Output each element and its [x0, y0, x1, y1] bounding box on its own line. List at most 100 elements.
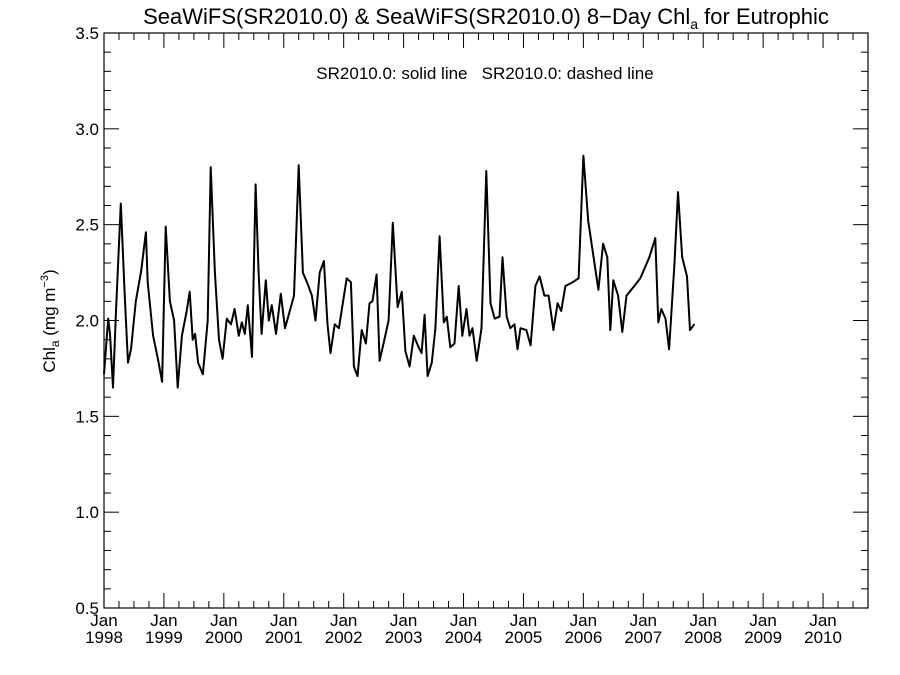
data-point — [509, 327, 511, 329]
data-point — [513, 323, 516, 325]
x-tick-month: Jan — [450, 611, 477, 630]
data-point — [238, 335, 240, 337]
data-point — [602, 243, 604, 245]
data-point — [326, 323, 329, 325]
data-point — [130, 348, 132, 350]
x-tick-month: Jan — [630, 611, 657, 630]
x-tick-year: 2007 — [624, 628, 662, 647]
data-point — [247, 304, 249, 306]
data-point — [261, 333, 263, 335]
data-point — [439, 235, 441, 237]
data-point — [234, 308, 236, 310]
data-point — [365, 342, 367, 345]
data-point — [115, 310, 117, 312]
data-point — [371, 300, 373, 302]
data-point — [413, 335, 415, 337]
data-point — [147, 281, 149, 283]
y-axis: 0.5 1.0 1.5 2.0 2.5 3.0 3.5 — [75, 24, 868, 618]
data-point — [471, 327, 474, 329]
data-point — [689, 329, 691, 331]
data-point — [453, 342, 456, 345]
data-point — [409, 365, 411, 368]
data-point — [353, 365, 355, 368]
data-point — [431, 362, 433, 364]
data-point — [534, 285, 537, 287]
data-point — [298, 164, 300, 166]
y-tick-label: 0.5 — [75, 599, 99, 618]
data-point — [341, 304, 344, 306]
chart-title-suffix: for Eutrophic — [698, 4, 829, 29]
data-point — [293, 295, 295, 297]
data-point — [639, 277, 641, 279]
data-point — [543, 295, 546, 297]
data-point — [657, 321, 659, 323]
data-point — [392, 222, 394, 224]
data-point — [525, 329, 528, 331]
data-point — [660, 308, 662, 310]
data-point — [271, 304, 273, 306]
data-point — [338, 327, 340, 329]
data-point — [275, 333, 277, 335]
data-point — [177, 387, 179, 389]
data-point — [152, 335, 154, 337]
data-point — [302, 272, 304, 274]
data-point — [501, 256, 504, 258]
data-point — [564, 285, 567, 287]
data-point — [681, 256, 683, 258]
data-point — [222, 358, 224, 360]
data-point — [587, 220, 589, 222]
x-tick-month: Jan — [150, 611, 177, 630]
data-point — [268, 319, 270, 322]
data-point — [241, 321, 243, 323]
data-point — [612, 279, 614, 281]
data-point — [112, 387, 114, 389]
data-point — [625, 295, 628, 297]
x-tick-month: Jan — [570, 611, 597, 630]
x-tick-month: Jan — [270, 611, 297, 630]
data-point — [251, 356, 253, 358]
y-tick-label: 1.5 — [75, 407, 99, 426]
data-point — [458, 285, 460, 287]
x-axis: Jan1998Jan1999Jan2000Jan2001Jan2002Jan20… — [85, 33, 869, 647]
x-tick-year: 2009 — [744, 628, 782, 647]
data-point — [476, 360, 478, 362]
data-point — [648, 256, 650, 258]
data-point — [311, 295, 313, 297]
data-point — [356, 375, 359, 377]
data-point — [633, 285, 635, 287]
data-point — [461, 335, 463, 337]
y-axis-label-suffix: ) — [40, 269, 59, 275]
data-point — [165, 226, 167, 228]
data-point — [494, 318, 496, 320]
data-point — [107, 318, 109, 320]
y-axis-label-subscript: a — [48, 340, 62, 347]
data-point — [560, 310, 562, 312]
data-point — [255, 183, 257, 185]
x-tick-month: Jan — [749, 611, 776, 630]
data-point — [388, 319, 390, 322]
x-tick-month: Jan — [90, 611, 117, 630]
data-point — [498, 316, 501, 318]
data-point — [401, 291, 403, 293]
data-point — [557, 302, 559, 304]
data-point — [578, 277, 580, 279]
x-tick-month: Jan — [809, 611, 836, 630]
data-point — [516, 348, 519, 350]
data-point — [192, 339, 194, 341]
data-point — [346, 277, 348, 279]
x-tick-year: 2008 — [684, 628, 722, 647]
data-point — [673, 262, 676, 264]
data-point — [140, 270, 142, 272]
data-point — [621, 331, 623, 333]
data-point — [307, 283, 309, 285]
data-point — [361, 329, 363, 331]
x-tick-year: 1998 — [85, 628, 123, 647]
x-tick-month: Jan — [390, 611, 417, 630]
data-point — [323, 260, 325, 262]
data-point — [124, 300, 126, 302]
series-line — [103, 154, 696, 389]
x-tick-year: 2010 — [804, 628, 842, 647]
data-point — [157, 358, 159, 360]
data-point — [120, 203, 122, 205]
